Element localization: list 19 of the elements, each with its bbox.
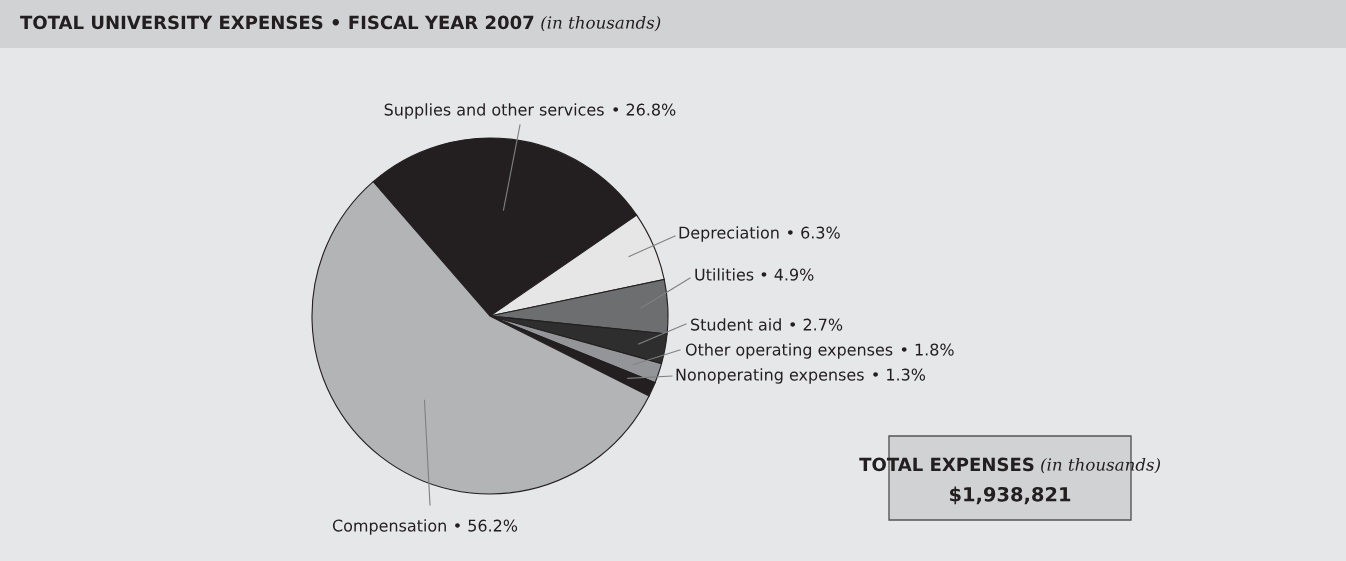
chart-title: TOTAL UNIVERSITY EXPENSES • FISCAL YEAR 2007 [20, 15, 534, 30]
slice-label: Depreciation [679, 226, 779, 242]
data-label: • 1.3% [873, 368, 926, 381]
slice-label: Student aid [691, 318, 781, 331]
slice-label: Nonoperating expenses [676, 368, 864, 384]
data-label: • 6.3% [788, 226, 840, 239]
slice-label: Compensation [332, 519, 446, 535]
slice-label: Supplies and other services [384, 103, 604, 119]
text: TOTAL EXPENSES [859, 457, 1034, 472]
data-label: • 2.7% [790, 318, 843, 331]
slice-label: Utilities [695, 268, 754, 281]
data-label: • 1.8% [901, 343, 954, 356]
chart-subtitle: (in thousands) [541, 15, 661, 32]
data-label: • 56.2% [455, 519, 518, 532]
data-label: • 26.8% [613, 103, 676, 116]
text: (in thousands) [1041, 457, 1161, 474]
slice-label: Other operating expenses [685, 343, 893, 359]
text: $1,938,821 [950, 486, 1071, 505]
data-label: • 4.9% [761, 268, 814, 281]
